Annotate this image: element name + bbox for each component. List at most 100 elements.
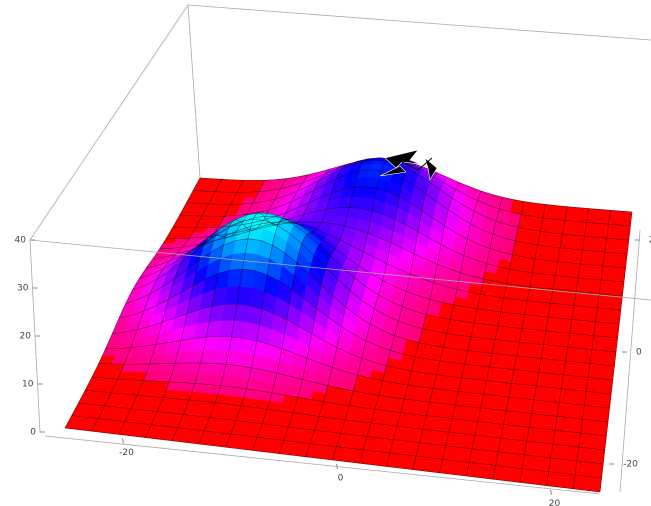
mesh-line <box>572 210 611 489</box>
surface-patch <box>614 259 627 269</box>
surface-patch <box>574 221 587 230</box>
surface-patch <box>589 271 603 281</box>
surface-patch <box>575 214 588 223</box>
surface-patch <box>563 220 576 229</box>
z-tick-label: 0 <box>30 428 36 438</box>
surface-patch <box>605 237 618 247</box>
cursor-line <box>401 157 433 171</box>
surface-patch <box>576 207 590 216</box>
z-tick-label: 20 <box>20 332 32 342</box>
mesh-line <box>159 221 623 297</box>
z-tick-label: 10 <box>22 380 34 390</box>
surface-patch <box>592 250 606 260</box>
y-tick-label: 20 <box>649 236 651 246</box>
surface-patch <box>554 205 568 214</box>
surface-patch <box>580 256 593 266</box>
mesh-line <box>412 190 482 470</box>
surface-patch <box>611 280 625 290</box>
x-tick-label: -20 <box>119 448 134 458</box>
x-tick-label: 20 <box>549 499 561 506</box>
surface-patch <box>614 252 628 262</box>
surface-patch <box>581 249 594 259</box>
mesh-line <box>145 215 620 325</box>
axes: 0 10 20 30 40 -20 0 20 -20 0 20 <box>15 236 651 506</box>
surface-patch <box>595 230 608 239</box>
surface-patch <box>584 229 597 238</box>
surface-patch <box>618 224 631 234</box>
surface-patch <box>610 287 624 297</box>
surface-patch <box>604 244 618 254</box>
surface-patch <box>607 223 620 233</box>
surface-patch <box>612 273 626 283</box>
box-back <box>29 4 651 433</box>
surface-patch <box>583 235 596 245</box>
mesh-line <box>139 212 618 339</box>
surface-patch <box>620 210 633 220</box>
surface-patch <box>599 279 613 289</box>
surface-patch <box>619 217 632 227</box>
z-tick-label: 30 <box>17 284 29 294</box>
mesh-line <box>439 197 503 473</box>
mesh-line <box>193 157 631 227</box>
mesh-line <box>519 206 568 483</box>
surface-patch <box>596 223 609 232</box>
cursor-arrow <box>379 165 407 177</box>
surface-patch <box>615 245 629 255</box>
y-tick-label: -20 <box>623 460 638 470</box>
mesh-line <box>179 169 628 255</box>
surface-patch <box>601 265 615 275</box>
surface-patch <box>591 257 605 267</box>
y-tick-label: 0 <box>636 348 642 358</box>
mesh-line <box>199 158 633 213</box>
rotate-cursor <box>379 149 438 181</box>
box-edge <box>187 4 651 41</box>
mesh-line <box>166 207 625 283</box>
box-edge <box>29 4 189 241</box>
surface-patch <box>598 209 611 218</box>
x-tick <box>550 489 552 495</box>
surface-patch <box>582 242 595 252</box>
surface-patch <box>587 208 600 217</box>
surface-patch <box>565 206 579 215</box>
surface-patch <box>617 231 630 241</box>
surface-patch <box>579 263 592 273</box>
surface-patch <box>594 236 607 246</box>
x-tick <box>336 463 338 470</box>
surface-patch <box>616 238 630 248</box>
surface-patch <box>586 215 599 224</box>
mesh-line <box>186 160 629 241</box>
surface-patch <box>606 230 619 240</box>
mesh-line <box>385 182 460 467</box>
box-front <box>29 229 651 495</box>
surface <box>64 157 633 493</box>
mesh-line <box>465 201 525 477</box>
cursor-arrow <box>424 157 438 181</box>
surface-patch <box>613 266 626 276</box>
z-tick-label: 40 <box>15 236 27 246</box>
surface-patch <box>603 251 617 261</box>
surface-patch <box>597 216 610 225</box>
surface-patch <box>588 278 602 288</box>
surface-patch <box>572 234 585 244</box>
surface-patch <box>602 258 616 268</box>
surface-patch <box>569 248 583 258</box>
surface-patch <box>564 213 578 222</box>
surface-patch <box>609 210 622 219</box>
surface-patch <box>608 217 621 226</box>
surface-patch <box>600 272 614 282</box>
box-edge <box>29 239 651 301</box>
box-edge <box>44 435 601 495</box>
surface-patch <box>573 228 586 237</box>
x-tick <box>122 438 124 444</box>
surface-patch <box>590 264 604 274</box>
mesh-line <box>546 208 590 486</box>
x-tick-label: 0 <box>338 474 344 484</box>
surface-patch <box>593 243 606 253</box>
box-edge <box>187 4 201 179</box>
mesh-line <box>172 186 626 269</box>
mesh-line <box>358 172 438 464</box>
mesh-line <box>599 211 633 493</box>
box-edge <box>619 229 641 493</box>
